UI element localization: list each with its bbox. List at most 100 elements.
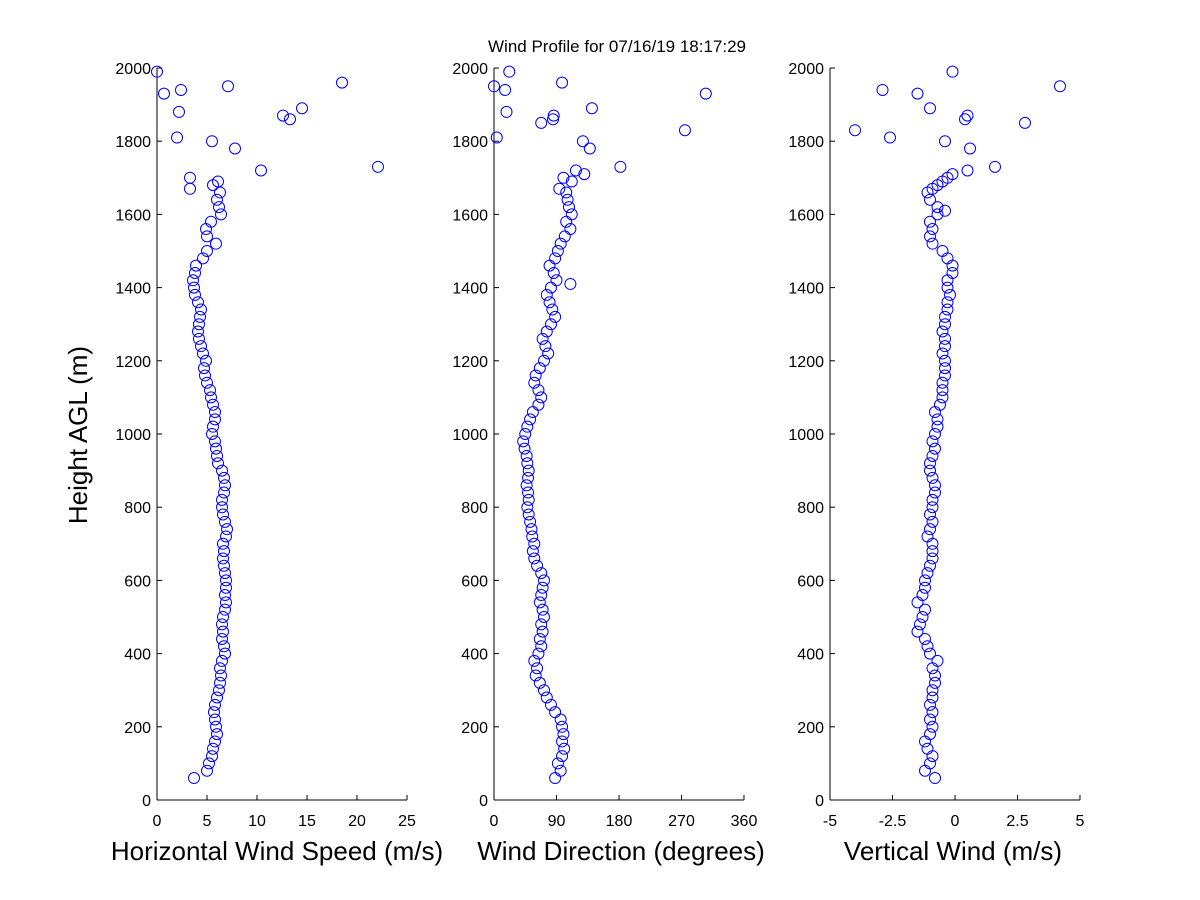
data-point — [219, 479, 231, 492]
data-point — [535, 640, 548, 653]
data-point — [554, 713, 567, 726]
data-point — [924, 457, 936, 470]
data-point — [189, 288, 201, 301]
data-point — [198, 362, 210, 375]
data-point — [699, 87, 712, 100]
data-point — [916, 611, 929, 623]
data-point — [206, 750, 218, 763]
data-point — [614, 160, 627, 173]
data-point — [540, 288, 553, 301]
data-point — [218, 471, 230, 484]
data-point — [926, 435, 939, 448]
data-point — [500, 105, 513, 118]
y-tick-label: 2000 — [788, 61, 824, 78]
y-tick-label: 0 — [815, 793, 824, 810]
data-point — [926, 537, 939, 550]
data-point — [924, 698, 936, 711]
data-point — [220, 530, 232, 543]
data-point — [171, 131, 183, 144]
x-axis-label: Horizontal Wind Speed (m/s) — [111, 836, 443, 866]
data-point — [209, 735, 221, 748]
data-point — [924, 230, 936, 243]
y-tick-label: 1800 — [115, 134, 151, 151]
data-point — [543, 296, 556, 309]
data-point — [216, 618, 228, 631]
data-point — [211, 728, 223, 741]
data-point — [939, 354, 951, 367]
data-point — [926, 223, 939, 236]
data-point — [209, 406, 221, 419]
data-point — [336, 76, 348, 89]
y-tick-label: 400 — [124, 647, 151, 664]
data-point — [499, 83, 512, 96]
data-point — [924, 102, 936, 115]
data-point — [550, 274, 563, 287]
data-point — [217, 508, 229, 521]
data-point — [205, 215, 217, 228]
data-point — [219, 647, 231, 660]
data-point — [916, 589, 929, 602]
y-tick-label: 2000 — [115, 61, 151, 78]
data-point — [535, 567, 548, 580]
data-point — [217, 537, 229, 550]
data-point — [936, 245, 949, 257]
data-point — [205, 391, 217, 404]
data-point — [195, 303, 207, 316]
data-point — [522, 493, 535, 506]
data-point — [924, 193, 936, 206]
x-tick-label: 360 — [731, 813, 758, 830]
data-point — [189, 266, 201, 279]
y-tick-label: 200 — [797, 720, 824, 737]
data-point — [924, 757, 936, 770]
y-tick-label: 1400 — [115, 281, 151, 298]
data-point — [212, 175, 224, 188]
x-tick-label: 5 — [203, 813, 212, 830]
data-point — [538, 574, 550, 587]
data-point — [551, 245, 564, 257]
data-point — [926, 449, 939, 462]
data-point — [941, 252, 954, 265]
y-tick-label: 600 — [124, 573, 151, 590]
data-point — [911, 596, 924, 609]
data-point — [563, 201, 575, 214]
data-point — [929, 428, 941, 440]
data-point — [192, 296, 204, 309]
data-point — [201, 764, 213, 777]
data-point — [569, 164, 582, 177]
x-tick-label: 5 — [1076, 813, 1085, 830]
data-point — [546, 303, 559, 316]
data-point — [536, 625, 549, 638]
y-tick-label: 800 — [461, 500, 488, 517]
data-point — [876, 83, 889, 96]
y-tick-label: 1600 — [452, 207, 488, 224]
data-point — [212, 457, 224, 470]
data-point — [964, 142, 976, 155]
data-point — [216, 632, 228, 645]
data-point — [214, 662, 226, 675]
data-point — [213, 684, 225, 697]
data-point — [936, 391, 949, 404]
data-point — [926, 750, 939, 763]
data-point — [924, 464, 936, 477]
data-point — [528, 376, 541, 389]
data-point — [203, 757, 215, 770]
data-point — [941, 274, 954, 287]
x-tick-label: 10 — [248, 813, 266, 830]
data-point — [192, 325, 204, 338]
data-point — [520, 479, 533, 492]
data-point — [556, 720, 569, 733]
data-point — [218, 486, 230, 499]
data-point — [921, 530, 934, 543]
data-point — [926, 471, 939, 484]
data-point — [216, 501, 228, 514]
data-point — [188, 772, 200, 785]
data-point — [197, 347, 209, 360]
data-point — [914, 618, 926, 631]
data-point — [1019, 116, 1031, 129]
data-point — [158, 87, 170, 100]
data-point — [538, 611, 550, 623]
y-tick-label: 1200 — [452, 354, 488, 371]
data-point — [521, 457, 534, 470]
data-point — [210, 237, 222, 250]
data-point — [547, 109, 560, 122]
